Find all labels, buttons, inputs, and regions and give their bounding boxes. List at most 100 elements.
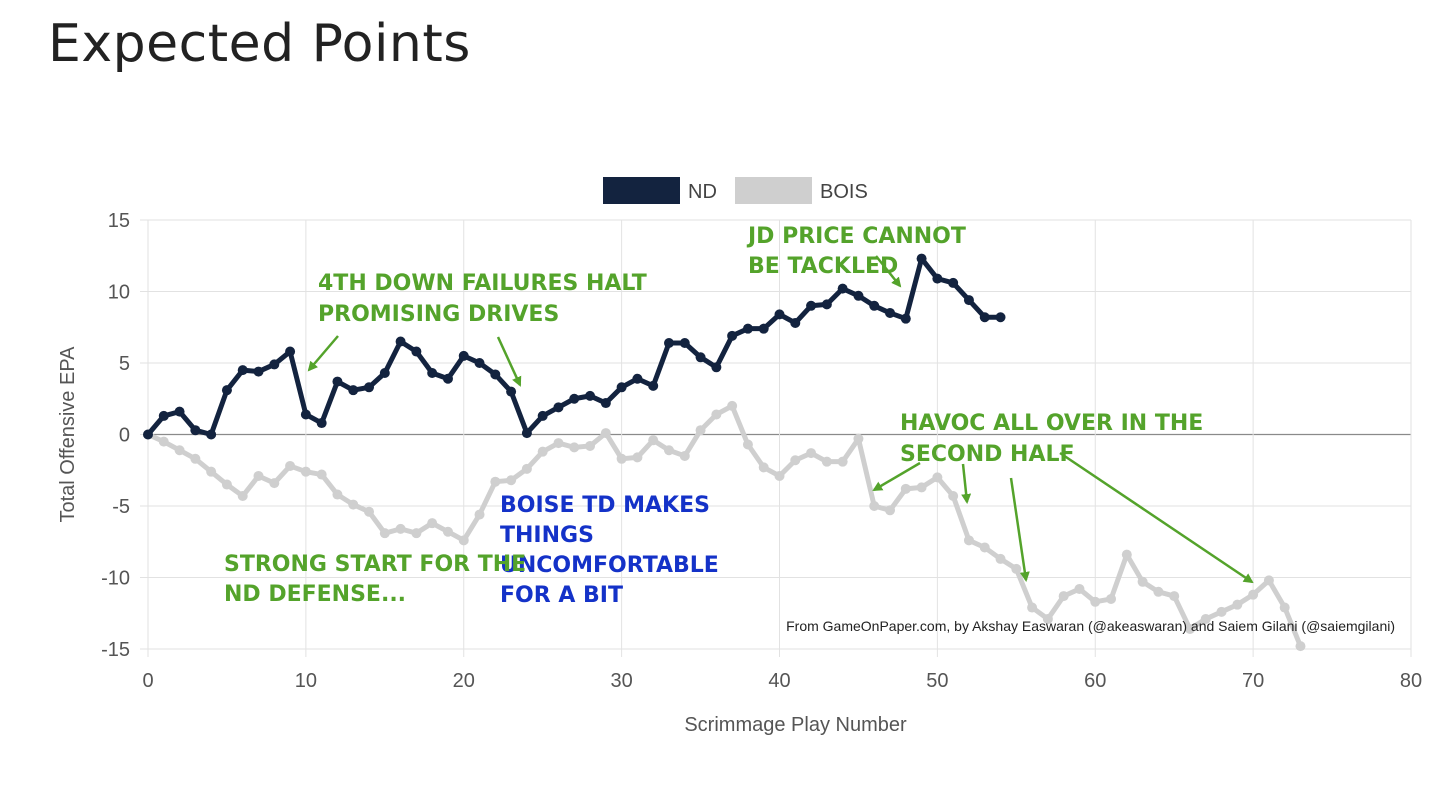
data-point-nd [237,365,248,376]
legend-swatch-nd [603,177,680,204]
data-point-nd [442,373,453,384]
data-point-bois [537,446,548,457]
data-point-nd [995,312,1006,323]
data-point-bois [411,528,422,539]
data-point-bois [790,455,801,466]
data-point-bois [1090,596,1101,607]
data-point-bois [1106,593,1117,604]
data-point-bois [663,445,674,456]
annotation-text-line: JD PRICE CANNOT [746,224,966,249]
data-point-nd [742,323,753,334]
data-point-nd [790,317,801,328]
data-point-nd [837,283,848,294]
series-bois [143,400,1306,652]
data-point-bois [727,400,738,411]
data-point-nd [506,386,517,397]
legend-label-nd: ND [688,181,717,203]
data-point-nd [206,429,217,440]
annotation-arrow [961,463,972,504]
data-point-bois [1232,599,1243,610]
data-point-nd [411,346,422,357]
data-point-bois [348,499,359,510]
data-point-bois [995,553,1006,564]
legend: ND BOIS [603,177,868,204]
data-point-nd [932,273,943,284]
data-point-nd [727,330,738,341]
data-point-bois [506,475,517,486]
data-point-bois [1137,576,1148,587]
data-point-nd [158,410,169,421]
annotation-arrow [1009,477,1030,582]
annotation-text-line: SECOND HALF [900,442,1075,467]
annotation-text-line: ND DEFENSE... [224,582,406,607]
data-point-nd [332,376,343,387]
data-point-bois [742,439,753,450]
page-title: Expected Points [48,14,471,74]
data-point-bois [285,460,296,471]
data-point-bois [1200,613,1211,624]
data-point-bois [632,452,643,463]
data-point-nd [395,336,406,347]
annotation-boise-td: BOISE TD MAKES THINGS UNCOMFORTABLE FOR A B… [500,493,719,608]
series-line-bois [145,403,1303,649]
data-point-bois [364,506,375,517]
annotation-text-line: FOR A BIT [500,583,623,608]
data-point-nd [221,385,232,396]
data-point-bois [1153,586,1164,597]
data-point-bois [474,509,485,520]
data-point-nd [553,402,564,413]
data-point-nd [269,359,280,370]
data-point-bois [206,466,217,477]
data-point-bois [253,470,264,481]
data-point-bois [806,448,817,459]
data-point-bois [427,518,438,529]
data-point-bois [616,453,627,464]
data-point-bois [300,466,311,477]
data-point-nd [916,253,927,264]
data-point-bois [490,476,501,487]
data-point-nd [948,277,959,288]
x-tick-label: 70 [1242,670,1264,692]
data-point-nd [174,406,185,417]
data-point-nd [632,373,643,384]
x-tick-label: 10 [295,670,317,692]
data-point-nd [569,393,580,404]
data-point-bois [190,453,201,464]
data-point-nd [711,362,722,373]
y-tick-label: -10 [101,568,130,590]
data-point-nd [900,313,911,324]
data-point-bois [853,433,864,444]
data-point-nd [695,352,706,363]
data-point-nd [963,295,974,306]
data-point-bois [458,535,469,546]
x-tick-label: 40 [768,670,790,692]
data-point-bois [395,523,406,534]
data-point-bois [1042,613,1053,624]
data-point-nd [679,337,690,348]
annotation-arrow [872,461,921,492]
y-tick-label: 15 [108,210,130,232]
data-point-bois [695,425,706,436]
data-point-nd [821,299,832,310]
annotation-text-line: UNCOMFORTABLE [500,553,719,578]
data-point-nd [521,428,532,439]
y-tick-label: -5 [112,496,130,518]
y-tick-label: -15 [101,639,130,661]
data-point-nd [379,368,390,379]
data-point-nd [348,385,359,396]
data-point-bois [1169,591,1180,602]
data-point-nd [316,418,327,429]
data-point-bois [174,445,185,456]
data-point-nd [869,300,880,311]
annotation-text-line: HAVOC ALL OVER IN THE [900,411,1203,436]
data-point-bois [1248,589,1259,600]
data-point-nd [143,429,153,440]
data-point-bois [885,505,896,516]
annotation-havoc: HAVOC ALL OVER IN THE SECOND HALF [900,411,1203,467]
data-point-nd [300,409,311,420]
source-note: From GameOnPaper.com, by Akshay Easwaran… [786,618,1395,634]
data-point-bois [585,440,596,451]
y-tick-label: 5 [119,353,130,375]
data-point-bois [1184,623,1195,634]
data-point-nd [979,312,990,323]
